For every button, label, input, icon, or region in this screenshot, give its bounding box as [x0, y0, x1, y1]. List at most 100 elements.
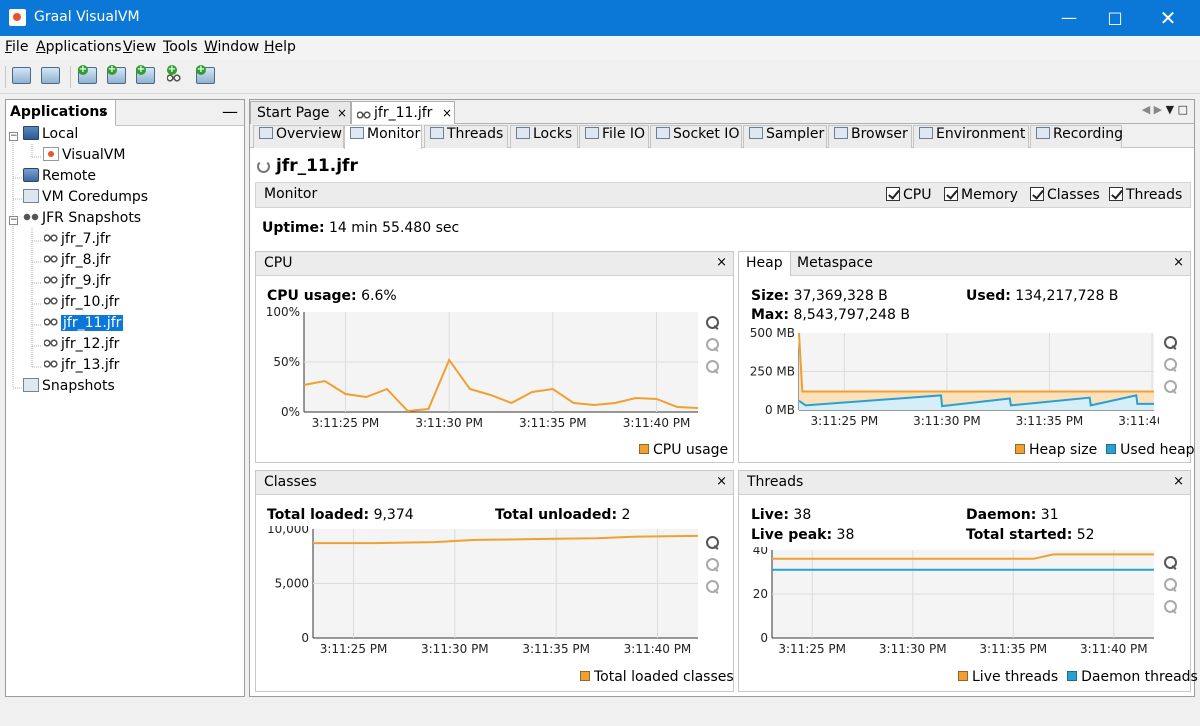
x-tick-label: 3:11:30 PM	[421, 642, 489, 656]
menu-tools[interactable]: Tools	[163, 39, 198, 55]
stat-value: 2	[621, 507, 631, 523]
tree-item-local[interactable]: Local	[23, 126, 78, 147]
tree-item-label: Remote	[42, 168, 97, 184]
stat-value: 52	[1076, 527, 1095, 543]
tab-sampler[interactable]: Sampler	[743, 125, 827, 148]
add-heapdump-icon[interactable]: +	[194, 65, 218, 87]
save-icon[interactable]	[39, 65, 63, 87]
threads-checkbox[interactable]: Threads	[1109, 187, 1182, 203]
tree-item-jfr-11[interactable]: jfr_11.jfr	[44, 315, 124, 336]
tree-item-jfr-8[interactable]: jfr_8.jfr	[44, 252, 111, 273]
tab-socket-io[interactable]: Socket IO	[650, 125, 742, 148]
close-icon[interactable]: ×	[1173, 474, 1184, 489]
menu-view[interactable]: View	[123, 39, 157, 55]
zoom-fit-icon[interactable]	[1163, 599, 1179, 615]
chevron-down-icon[interactable]: ▼	[1165, 103, 1175, 116]
close-icon[interactable]: ×	[337, 106, 348, 120]
tree-item-jfr-12[interactable]: jfr_12.jfr	[44, 336, 119, 357]
x-tick-label: 3:11:35 PM	[1016, 414, 1084, 428]
close-icon[interactable]: ×	[716, 255, 727, 270]
tab-threads[interactable]: Threads	[424, 125, 508, 148]
collapse-local-icon[interactable]: −	[9, 131, 18, 141]
jfr-record-icon[interactable]: +	[165, 65, 189, 87]
tree-item-snapshots[interactable]: Snapshots	[23, 378, 115, 399]
cpu-panel-header: CPU ×	[256, 252, 733, 276]
tree-item-remote[interactable]: Remote	[23, 168, 96, 189]
tab-environment[interactable]: Environment	[913, 125, 1029, 148]
close-window-button[interactable]: ✕	[1159, 6, 1177, 30]
tab-heap[interactable]: Heap	[739, 252, 791, 276]
minimize-panel-icon[interactable]: —	[222, 102, 238, 121]
add-coredump-icon[interactable]: +	[105, 65, 129, 87]
zoom-out-icon[interactable]	[1163, 577, 1179, 593]
zoom-fit-icon[interactable]	[705, 579, 721, 595]
tab-recording[interactable]: Recording	[1030, 125, 1123, 148]
minimize-button[interactable]: —	[1061, 8, 1077, 27]
tab-scroll-controls[interactable]: ◀ ▶ ▼ □	[1142, 103, 1188, 116]
menu-applications[interactable]: Applications	[36, 39, 122, 55]
zoom-in-icon[interactable]	[705, 315, 721, 331]
heap-panel-header: Heap Metaspace ×	[739, 252, 1190, 276]
tree-item-label-selected: jfr_11.jfr	[61, 315, 124, 331]
legend-label: Heap size	[1029, 442, 1098, 458]
tab-file-io[interactable]: File IO	[579, 125, 649, 148]
tree-item-jfr-9[interactable]: jfr_9.jfr	[44, 273, 111, 294]
tree-item-label: jfr_13.jfr	[61, 357, 120, 373]
chevron-right-icon[interactable]: ▶	[1153, 103, 1163, 116]
tree-item-vm-coredumps[interactable]: VM Coredumps	[23, 189, 148, 210]
stat-value: 134,217,728 B	[1015, 288, 1119, 304]
tree-item-jfr-snapshots[interactable]: JFR Snapshots	[23, 210, 141, 231]
zoom-out-icon[interactable]	[705, 557, 721, 573]
window-title: Graal VisualVM	[34, 9, 140, 25]
maximize-panel-icon[interactable]: □	[1177, 103, 1188, 116]
tab-overview[interactable]: Overview	[253, 125, 344, 148]
maximize-button[interactable]: □	[1107, 8, 1123, 27]
threads-panel: Threads × Live: 38 Daemon: 31 Live peak:…	[738, 470, 1198, 692]
close-icon[interactable]: ×	[716, 474, 727, 489]
zoom-fit-icon[interactable]	[705, 359, 721, 375]
load-icon[interactable]	[10, 65, 34, 87]
menu-file[interactable]: File	[5, 39, 29, 55]
y-tick-label: 500 MB	[750, 328, 795, 340]
tab-browser[interactable]: Browser	[828, 125, 912, 148]
add-snapshot-icon[interactable]: +	[134, 65, 158, 87]
overview-icon	[259, 127, 273, 139]
series-line-live-threads	[772, 553, 1154, 560]
tab-start-page[interactable]: Start Page ×	[250, 101, 351, 124]
close-icon[interactable]: ×	[442, 106, 453, 120]
tree-item-jfr-7[interactable]: jfr_7.jfr	[44, 231, 111, 252]
heap-chart: 0 MB 250 MB 500 MB 3:11:25 PM 3:11:30 PM 3:11…	[750, 328, 1159, 428]
zoom-fit-icon[interactable]	[1163, 379, 1179, 395]
zoom-in-icon[interactable]	[1163, 335, 1179, 351]
chevron-left-icon[interactable]: ◀	[1141, 103, 1151, 116]
zoom-in-icon[interactable]	[705, 535, 721, 551]
tree-item-visualvm[interactable]: VisualVM	[43, 147, 125, 168]
uptime: Uptime: 14 min 55.480 sec	[262, 220, 459, 236]
classes-checkbox[interactable]: Classes	[1030, 187, 1100, 203]
title-bar: Graal VisualVM — □ ✕	[0, 0, 1200, 36]
y-tick-label: 5,000	[275, 577, 309, 591]
tab-locks[interactable]: Locks	[510, 125, 578, 148]
add-jmx-icon[interactable]: +	[76, 65, 100, 87]
close-icon[interactable]: ×	[98, 105, 109, 119]
zoom-out-icon[interactable]	[1163, 357, 1179, 373]
close-icon[interactable]: ×	[1173, 255, 1184, 270]
applications-tabbar: Applications × —	[6, 100, 244, 126]
tree-item-jfr-13[interactable]: jfr_13.jfr	[44, 357, 119, 378]
collapse-jfr-icon[interactable]: −	[9, 215, 18, 225]
applications-tab[interactable]: Applications ×	[6, 100, 116, 126]
cpu-checkbox[interactable]: CPU	[886, 187, 931, 203]
zoom-in-icon[interactable]	[1163, 555, 1179, 571]
menu-help[interactable]: Help	[264, 39, 296, 55]
tab-label: Monitor	[367, 126, 421, 142]
stat-label: Used:	[966, 288, 1011, 304]
tree-item-jfr-10[interactable]: jfr_10.jfr	[44, 294, 119, 315]
memory-checkbox[interactable]: Memory	[944, 187, 1018, 203]
tab-monitor[interactable]: Monitor	[344, 125, 422, 149]
y-tick-label: 0	[760, 631, 768, 645]
tab-jfr-11[interactable]: jfr_11.jfr ×	[351, 101, 455, 125]
tab-metaspace[interactable]: Metaspace	[797, 255, 873, 271]
zoom-out-icon[interactable]	[705, 337, 721, 353]
tab-label: jfr_11.jfr	[374, 105, 433, 121]
menu-window[interactable]: Window	[204, 39, 260, 55]
